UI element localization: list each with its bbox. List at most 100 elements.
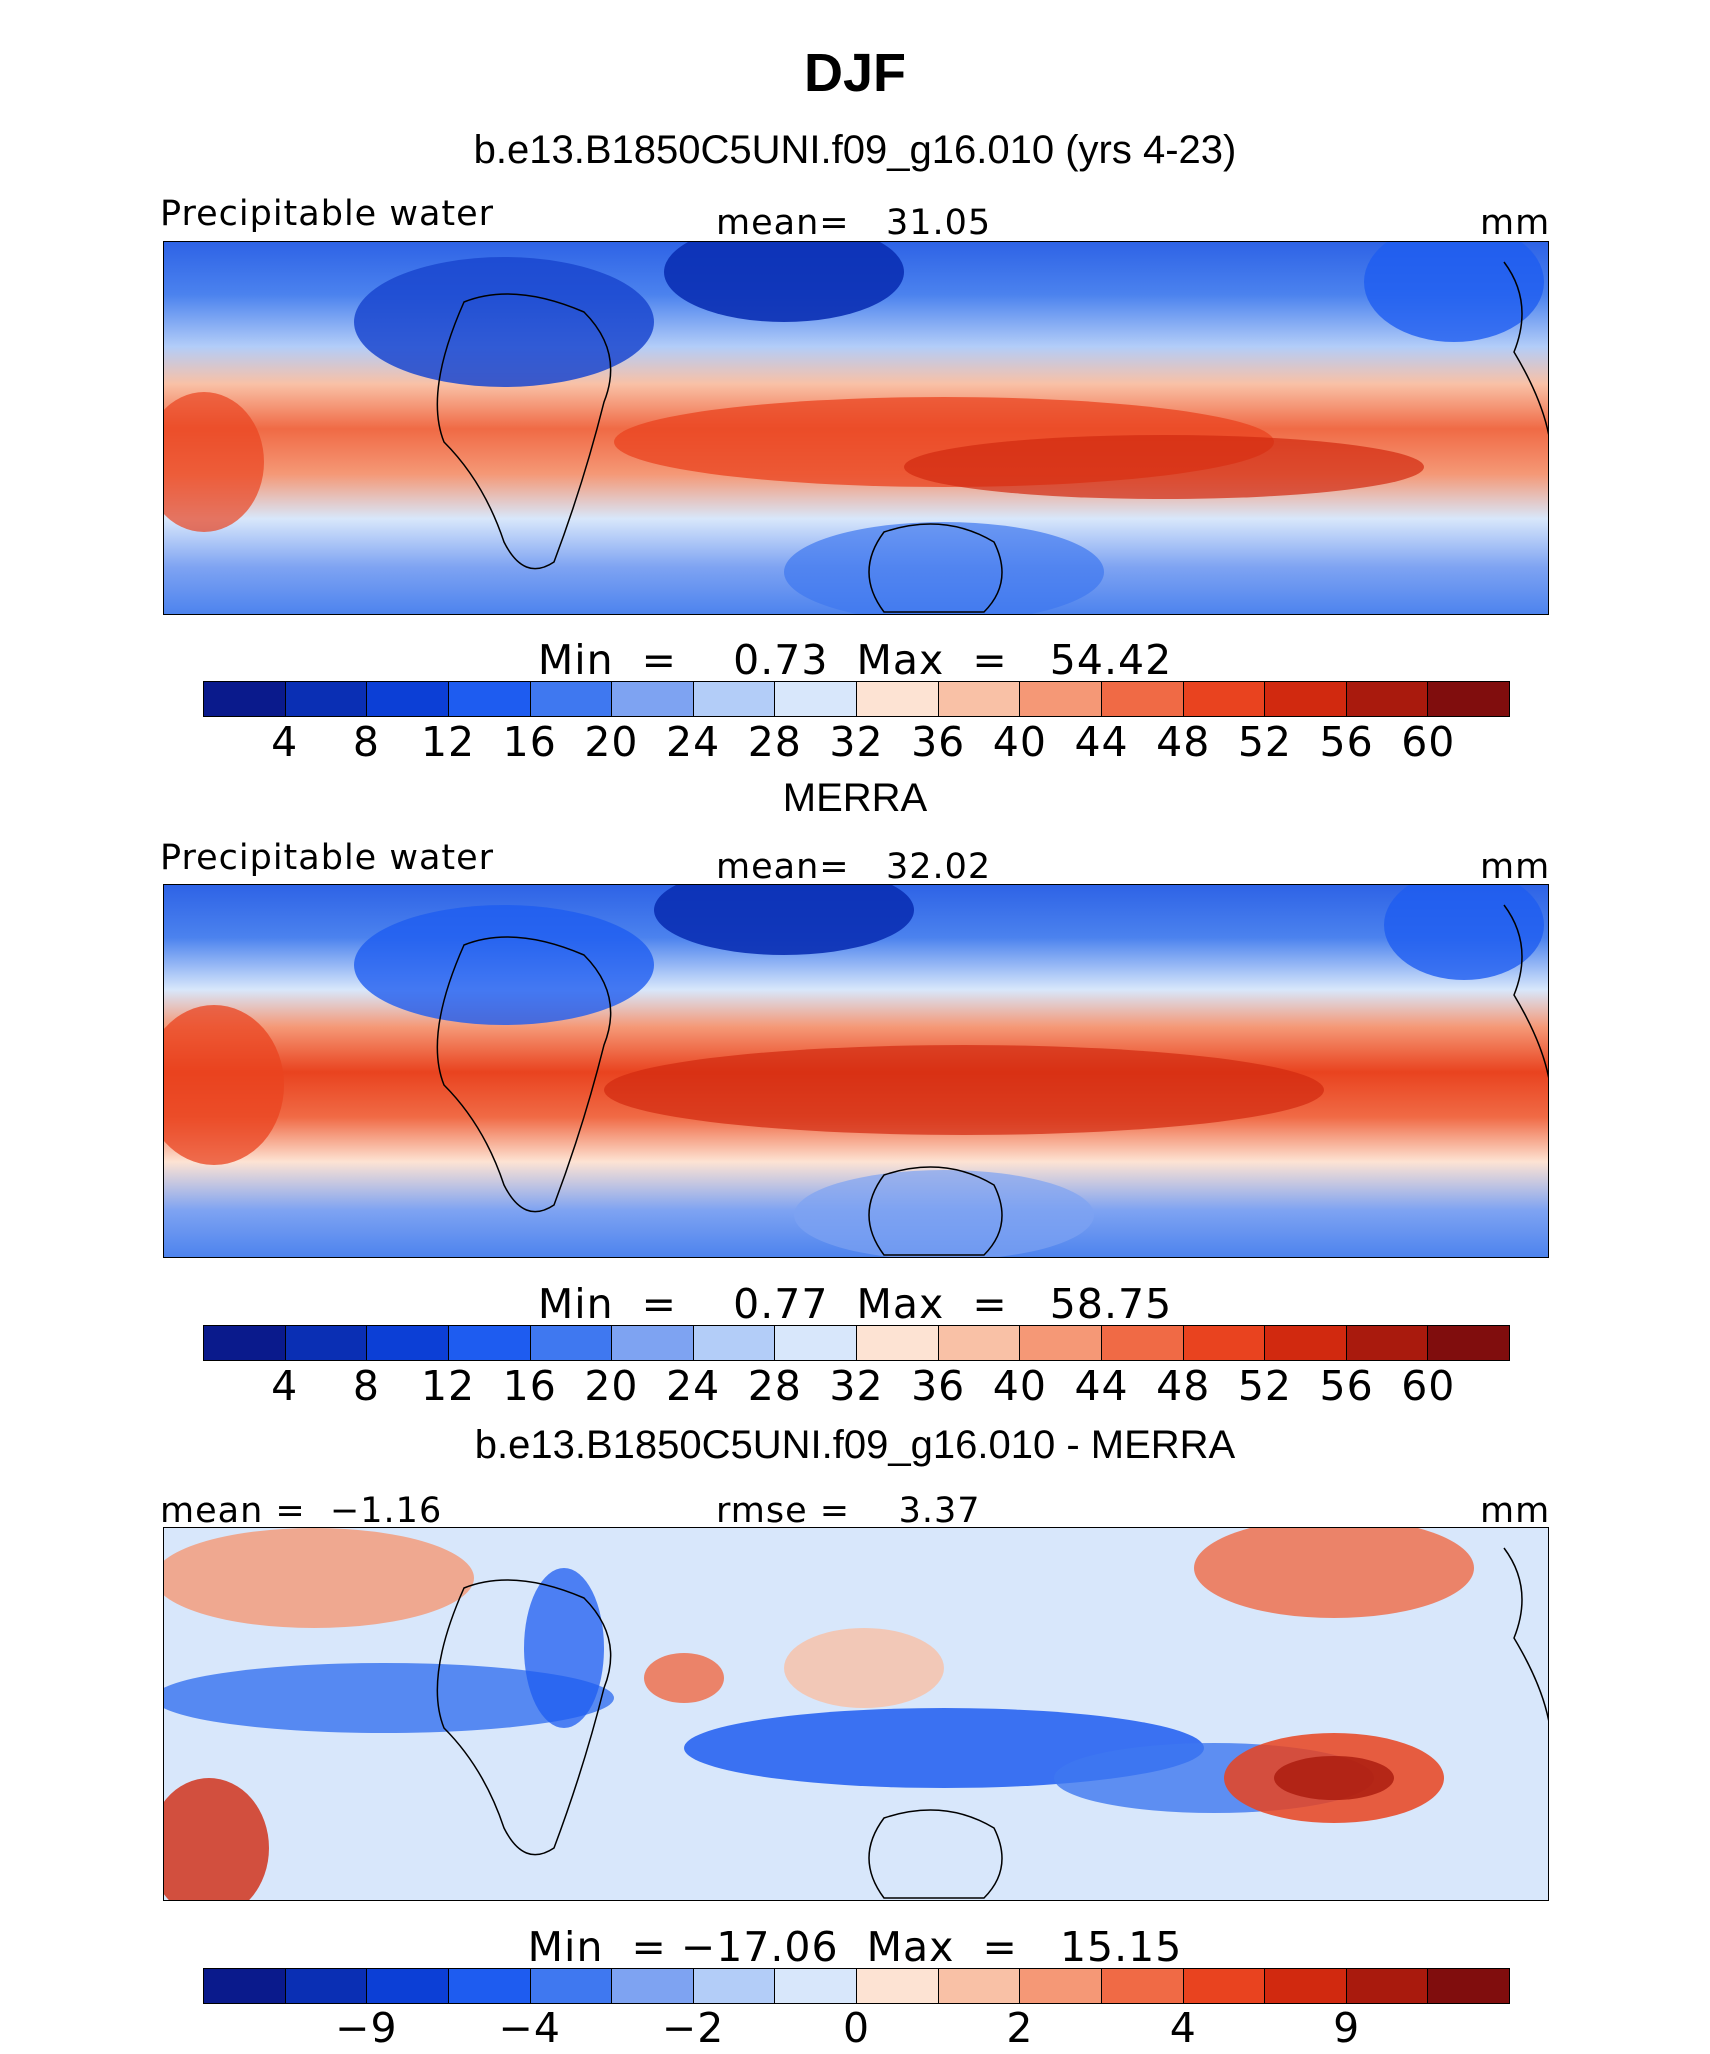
colorbar-swatch [530, 1326, 613, 1360]
panel-3-colorbar-ticks: −9 −4 −2 0 2 4 9 [203, 2004, 1510, 2054]
colorbar-swatch [1020, 1969, 1102, 2003]
colorbar-swatch [367, 682, 449, 716]
colorbar-tick-label: 0 [842, 2004, 871, 2052]
panel-1-mean-label: mean= 31.05 [716, 203, 992, 243]
panel-1-heading: b.e13.B1850C5UNI.f09_g16.010 (yrs 4-23) [473, 128, 1237, 172]
colorbar-tick-label: 28 [747, 1362, 802, 1410]
colorbar-tick-label: 20 [584, 1362, 639, 1410]
panel-2-colorbar [203, 1325, 1510, 1361]
colorbar-swatch [1265, 1326, 1347, 1360]
colorbar-tick-label: 4 [1169, 2004, 1197, 2052]
colorbar-tick-label: 2 [1006, 2004, 1034, 2052]
panel-2-contour-field [164, 885, 1548, 1257]
colorbar-swatch [612, 1326, 694, 1360]
colorbar-tick-label: −2 [661, 2004, 725, 2052]
colorbar-swatch [1101, 682, 1184, 716]
colorbar-swatch [1020, 682, 1102, 716]
panel-1-minmax: Min = 0.73 Max = 54.42 [537, 636, 1173, 684]
colorbar-tick-label: 36 [911, 1362, 966, 1410]
colorbar-tick-label: 36 [911, 718, 966, 766]
colorbar-swatch [285, 1326, 368, 1360]
colorbar-tick-label: 8 [352, 718, 380, 766]
panel-3-rmse-label: rmse = 3.37 [716, 1491, 981, 1531]
colorbar-swatch [612, 682, 694, 716]
colorbar-swatch [1183, 1326, 1266, 1360]
panel-2-unit-label: mm [1480, 847, 1551, 887]
panel-2-colorbar-ticks: 4 8 12 16 20 24 28 32 36 40 44 48 52 56 60 [203, 1362, 1510, 1412]
colorbar-swatch [448, 1969, 531, 2003]
colorbar-swatch [1428, 682, 1509, 716]
colorbar-tick-label: 8 [352, 1362, 380, 1410]
colorbar-swatch [1346, 1969, 1429, 2003]
panel-3-minmax: Min = −17.06 Max = 15.15 [527, 1923, 1183, 1971]
colorbar-swatch [1101, 1969, 1184, 2003]
colorbar-swatch [1428, 1326, 1509, 1360]
panel-2-variable-label: Precipitable water [160, 838, 495, 878]
colorbar-swatch [693, 1969, 776, 2003]
colorbar-tick-label: −4 [498, 2004, 561, 2052]
colorbar-swatch [1346, 682, 1429, 716]
colorbar-swatch [775, 1969, 857, 2003]
colorbar-tick-label: 28 [747, 718, 802, 766]
panel-3-colorbar [203, 1968, 1510, 2004]
colorbar-swatch [857, 1969, 939, 2003]
colorbar-swatch [1265, 682, 1347, 716]
colorbar-swatch [1101, 1326, 1184, 1360]
panel-3-contour-field [164, 1528, 1548, 1900]
colorbar-tick-label: 4 [271, 718, 299, 766]
colorbar-swatch [938, 1969, 1021, 2003]
panel-1-variable-label: Precipitable water [160, 194, 495, 234]
colorbar-swatch [1183, 682, 1266, 716]
colorbar-swatch [448, 1326, 531, 1360]
colorbar-tick-label: 16 [502, 1362, 557, 1410]
colorbar-swatch [367, 1969, 449, 2003]
colorbar-tick-label: 9 [1333, 2004, 1361, 2052]
colorbar-tick-label: 48 [1156, 1362, 1211, 1410]
colorbar-swatch [285, 1969, 368, 2003]
colorbar-swatch [448, 682, 531, 716]
colorbar-tick-label: 4 [271, 1362, 299, 1410]
panel-1-colorbar [203, 681, 1510, 717]
colorbar-tick-label: 40 [992, 718, 1047, 766]
colorbar-swatch [693, 1326, 776, 1360]
colorbar-tick-label: 44 [1074, 1362, 1129, 1410]
colorbar-tick-label: 32 [829, 718, 884, 766]
colorbar-tick-label: 20 [584, 718, 639, 766]
colorbar-tick-label: 40 [992, 1362, 1047, 1410]
colorbar-swatch [530, 1969, 613, 2003]
colorbar-tick-label: 44 [1074, 718, 1129, 766]
colorbar-tick-label: 60 [1401, 1362, 1456, 1410]
colorbar-swatch [367, 1326, 449, 1360]
colorbar-swatch [693, 682, 776, 716]
colorbar-swatch [775, 682, 857, 716]
panel-3-mean-label: mean = −1.16 [160, 1491, 443, 1531]
panel-2-mean-label: mean= 32.02 [716, 847, 992, 887]
panel-1-unit-label: mm [1480, 203, 1551, 243]
colorbar-tick-label: 52 [1237, 1362, 1293, 1410]
colorbar-swatch [938, 682, 1021, 716]
colorbar-tick-label: 60 [1401, 718, 1456, 766]
panel-3-heading: b.e13.B1850C5UNI.f09_g16.010 - MERRA [474, 1423, 1236, 1467]
colorbar-tick-label: 12 [420, 1362, 476, 1410]
colorbar-swatch [612, 1969, 694, 2003]
panel-1-map [163, 241, 1549, 615]
colorbar-swatch [857, 682, 939, 716]
colorbar-tick-label: 12 [420, 718, 476, 766]
colorbar-swatch [1020, 1326, 1102, 1360]
panel-3-map [163, 1527, 1549, 1901]
colorbar-swatch [1183, 1969, 1266, 2003]
colorbar-swatch [1428, 1969, 1509, 2003]
colorbar-swatch [1265, 1969, 1347, 2003]
colorbar-tick-label: 16 [502, 718, 557, 766]
colorbar-swatch [204, 1969, 286, 2003]
colorbar-swatch [1346, 1326, 1429, 1360]
panel-2-heading: MERRA [782, 776, 928, 820]
colorbar-tick-label: 52 [1237, 718, 1293, 766]
figure-title: DJF [803, 43, 906, 103]
colorbar-tick-label: 24 [666, 718, 721, 766]
colorbar-swatch [204, 682, 286, 716]
colorbar-swatch [775, 1326, 857, 1360]
panel-1-contour-field [164, 242, 1548, 614]
panel-1-colorbar-ticks: 4 8 12 16 20 24 28 32 36 40 44 48 52 56 60 [203, 718, 1510, 768]
panel-2-minmax: Min = 0.77 Max = 58.75 [537, 1280, 1173, 1328]
